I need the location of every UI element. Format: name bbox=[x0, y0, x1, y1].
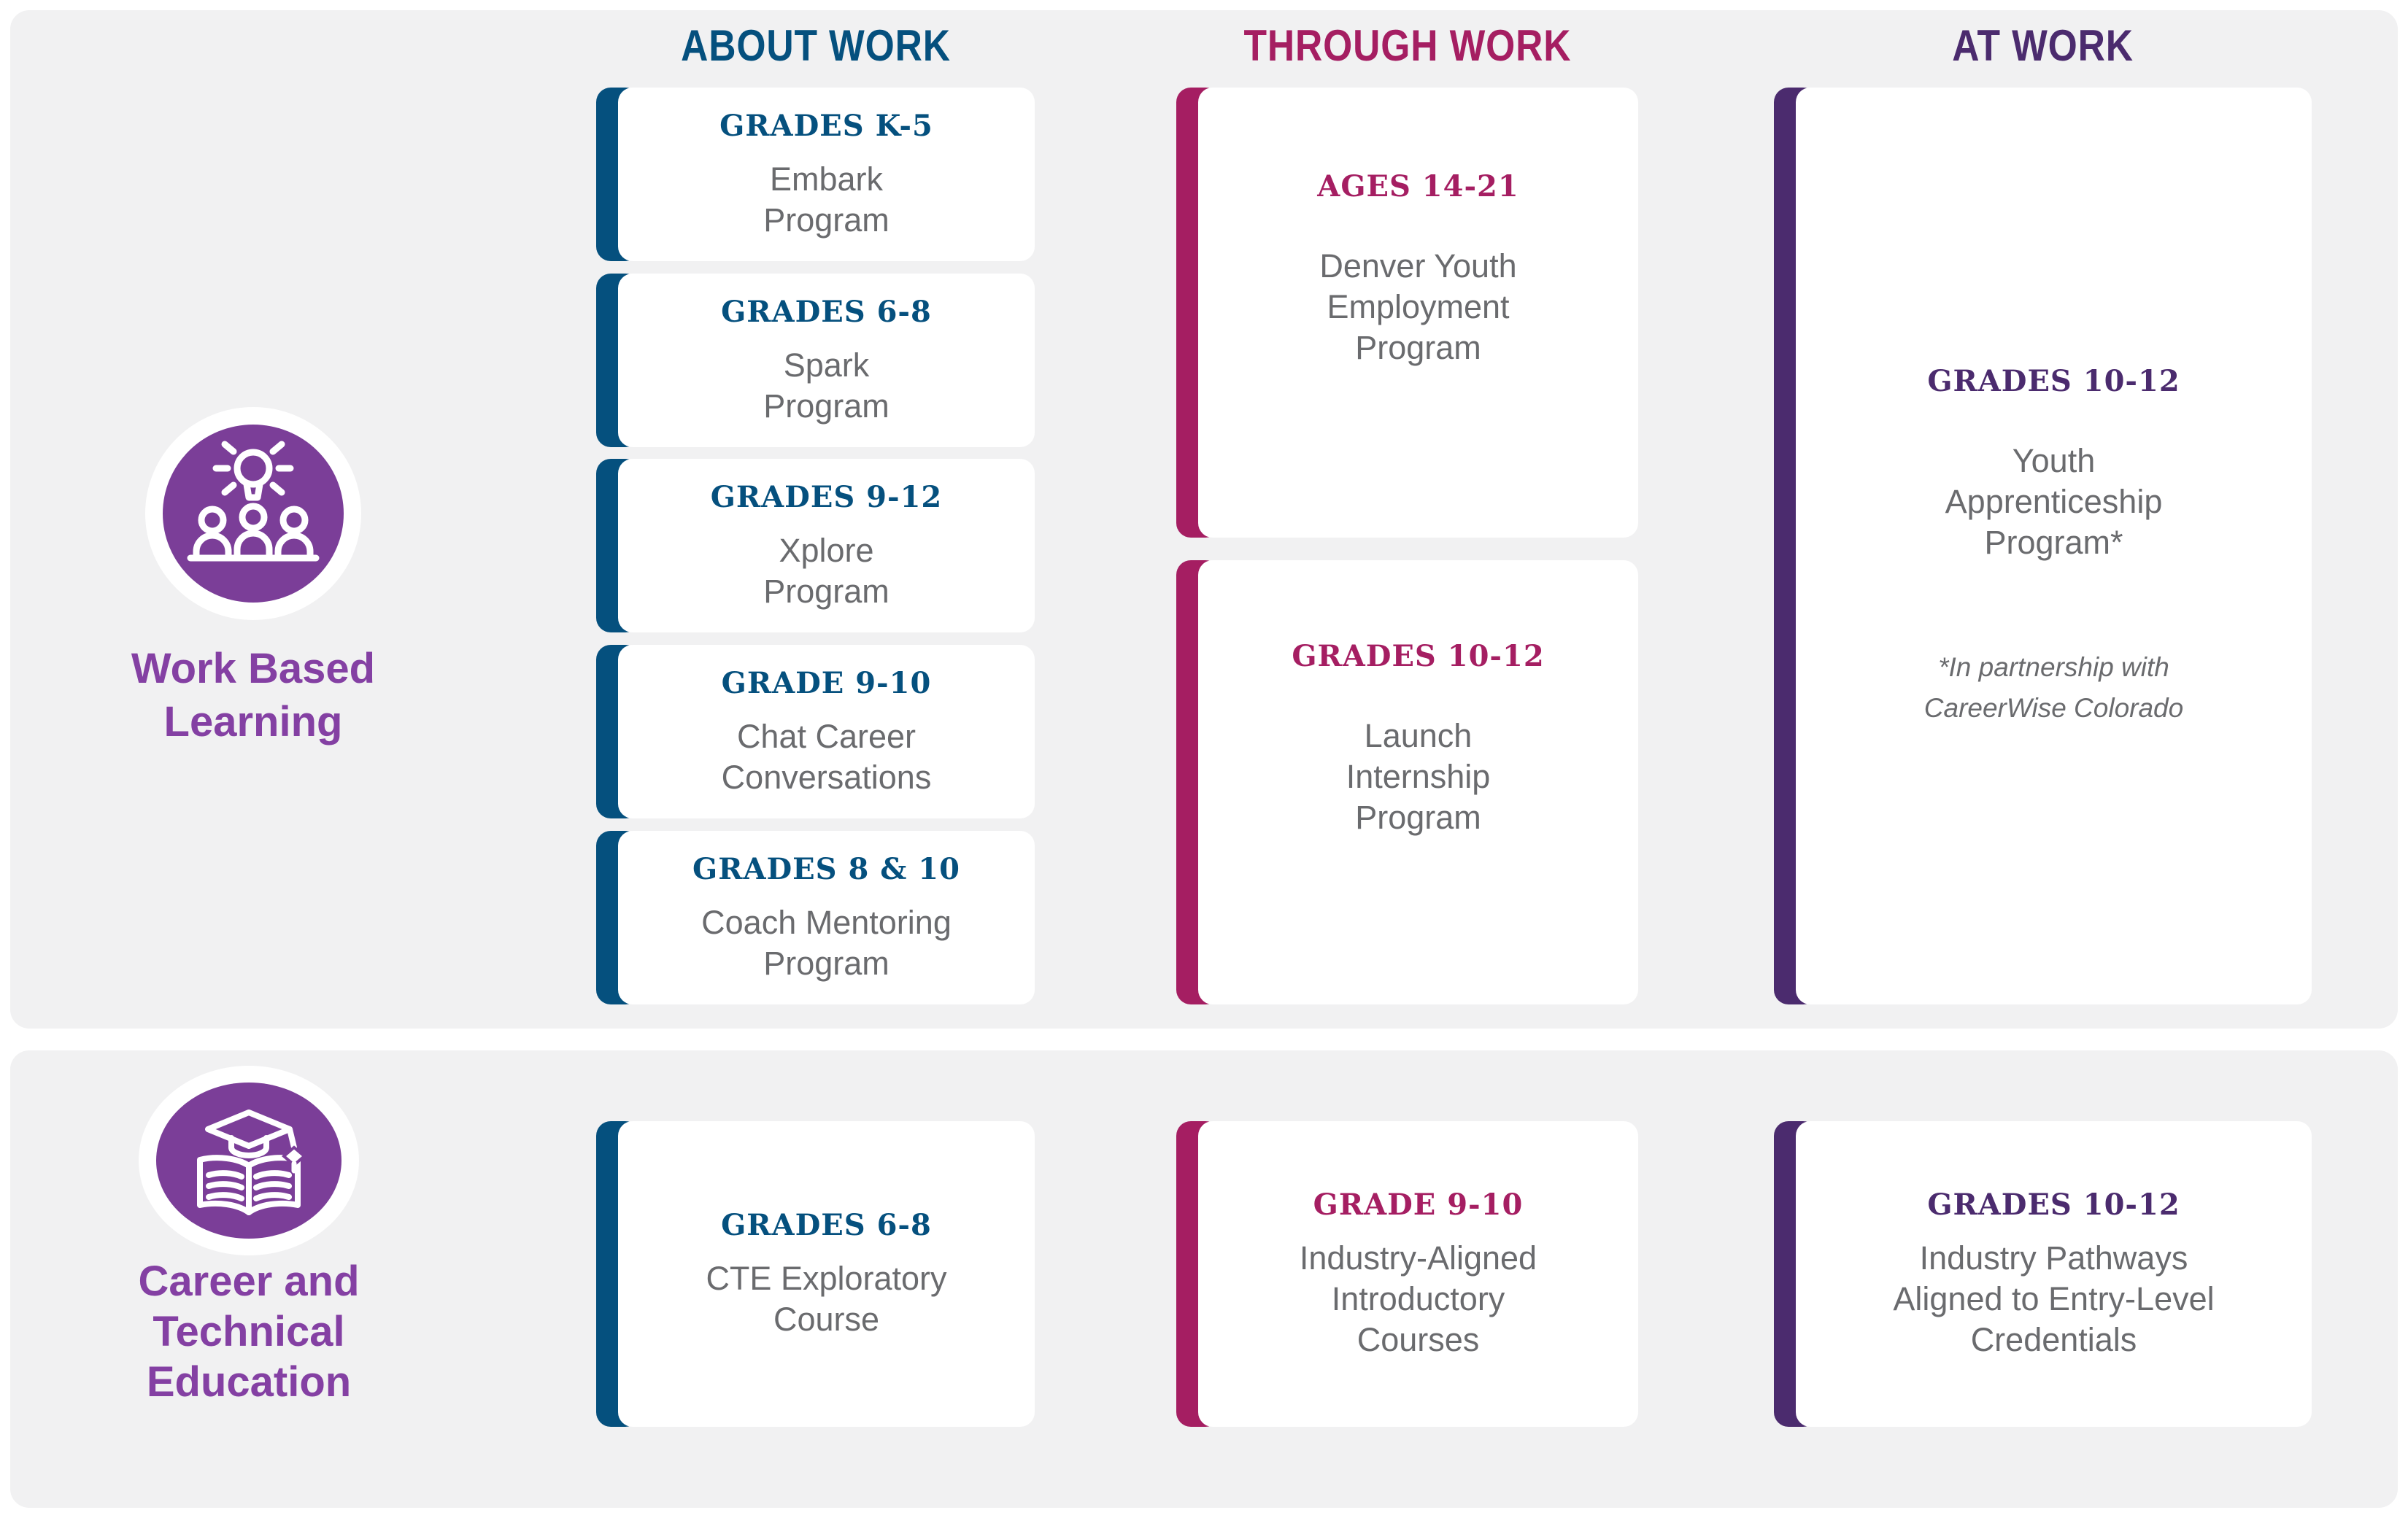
grade-label: GRADES 10-12 bbox=[1927, 363, 2180, 398]
program-name: CTE Exploratory Course bbox=[706, 1260, 947, 1338]
row-label-career-technical-education: Career and Technical Education bbox=[138, 1258, 360, 1406]
program-name: Industry Pathways Aligned to Entry-Level… bbox=[1893, 1239, 2215, 1358]
card-xplore-program: GRADES 9-12 Xplore Program bbox=[596, 459, 1035, 632]
card-denver-youth-employment-program: AGES 14-21 Denver Youth Employment Progr… bbox=[1176, 88, 1638, 538]
card-industry-aligned-introductory-courses: GRADE 9-10 Industry-Aligned Introductory… bbox=[1176, 1121, 1638, 1427]
grade-label: GRADE 9-10 bbox=[1313, 1188, 1524, 1222]
grade-label: GRADES 10-12 bbox=[1292, 639, 1545, 673]
partnership-footnote: *In partnership with CareerWise Colorado bbox=[1923, 651, 2184, 723]
card-industry-pathways-credentials: GRADES 10-12 Industry Pathways Aligned t… bbox=[1774, 1121, 2312, 1427]
column-header-through-work: THROUGH WORK bbox=[1243, 20, 1571, 70]
grade-label: GRADES 9-12 bbox=[710, 479, 943, 514]
card-launch-internship-program: GRADES 10-12 Launch Internship Program bbox=[1176, 560, 1638, 1004]
column-header-about-work: ABOUT WORK bbox=[680, 20, 951, 70]
program-name: Launch Internship Program bbox=[1346, 717, 1491, 836]
card-spark-program: GRADES 6-8 Spark Program bbox=[596, 274, 1035, 447]
program-name: Coach Mentoring Program bbox=[701, 903, 952, 982]
graduation-book-icon bbox=[139, 1066, 359, 1255]
grade-label: GRADE 9-10 bbox=[721, 665, 932, 700]
grade-label: GRADES 6-8 bbox=[721, 1208, 932, 1242]
program-name: Chat Career Conversations bbox=[721, 717, 932, 796]
lightbulb-team-icon bbox=[145, 407, 361, 620]
grade-label: GRADES 10-12 bbox=[1927, 1188, 2180, 1222]
grade-label: GRADES 8 & 10 bbox=[692, 851, 960, 886]
program-name: Industry-Aligned Introductory Courses bbox=[1299, 1239, 1537, 1358]
program-name: Xplore Program bbox=[763, 531, 890, 610]
card-cte-exploratory-course: GRADES 6-8 CTE Exploratory Course bbox=[596, 1121, 1035, 1427]
grade-label: AGES 14-21 bbox=[1317, 169, 1519, 204]
card-youth-apprenticeship-program: GRADES 10-12 Youth Apprenticeship Progra… bbox=[1774, 88, 2312, 1004]
card-chat-career-conversations: GRADE 9-10 Chat Career Conversations bbox=[596, 645, 1035, 818]
program-name: Embark Program bbox=[763, 160, 890, 239]
program-name: Denver Youth Employment Program bbox=[1319, 247, 1517, 366]
row-label-work-based-learning: Work Based Learning bbox=[131, 645, 376, 746]
program-name: Spark Program bbox=[763, 346, 890, 425]
program-name: Youth Apprenticeship Program* bbox=[1945, 441, 2163, 561]
grade-label: GRADES 6-8 bbox=[721, 294, 932, 329]
column-header-at-work: AT WORK bbox=[1952, 20, 2134, 70]
card-coach-mentoring-program: GRADES 8 & 10 Coach Mentoring Program bbox=[596, 831, 1035, 1004]
grade-label: GRADES K-5 bbox=[719, 108, 933, 143]
card-embark-program: GRADES K-5 Embark Program bbox=[596, 88, 1035, 261]
